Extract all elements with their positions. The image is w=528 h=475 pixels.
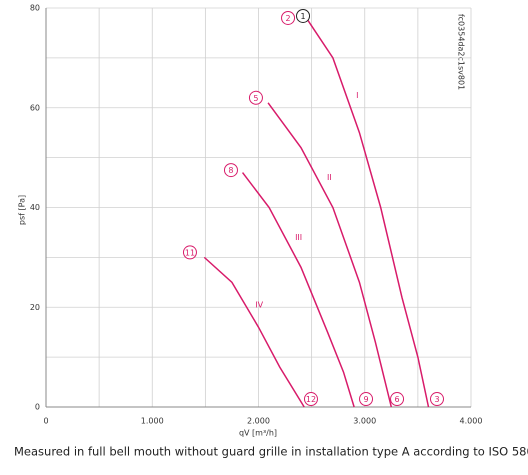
marker-circle — [296, 8, 311, 23]
x-tick-label: 4.000 — [460, 417, 483, 426]
curve-label: II — [327, 173, 332, 182]
marker-circle — [359, 392, 374, 407]
marker-label: 11 — [185, 248, 195, 257]
curve — [267, 102, 393, 408]
curve-label: I — [356, 91, 358, 100]
caption: Measured in full bell mouth without guar… — [14, 445, 528, 459]
marker-label: 6 — [395, 395, 400, 404]
x-axis-label: qV [m³/h] — [239, 429, 277, 438]
marker-circle — [303, 392, 318, 407]
marker-circle — [430, 392, 444, 407]
x-tick-label: 1.000 — [141, 417, 164, 426]
x-tick-label: 3.000 — [353, 417, 376, 426]
y-tick-label: 80 — [30, 4, 40, 13]
marker-label: 9 — [363, 395, 368, 404]
curve — [241, 172, 355, 408]
curve-label: IV — [255, 300, 263, 309]
curve — [203, 256, 305, 408]
curve — [305, 17, 430, 408]
marker-circle — [223, 163, 238, 178]
x-tick-label: 0 — [43, 417, 48, 426]
marker-label: 8 — [228, 166, 233, 175]
marker-label: 12 — [306, 395, 316, 404]
y-tick-label: 40 — [30, 203, 40, 212]
x-tick-label: 2.000 — [247, 417, 270, 426]
marker-circle — [182, 245, 197, 260]
marker-circle — [281, 10, 296, 25]
marker-circle — [248, 90, 263, 105]
side-code: fc0354da2c1sv801 — [457, 14, 466, 90]
marker-label: 3 — [434, 395, 439, 404]
curve-label: III — [295, 233, 302, 242]
marker-label: 2 — [285, 14, 290, 23]
marker-circle — [390, 392, 405, 407]
y-axis-label: psf [Pa] — [18, 195, 27, 225]
y-tick-label: 20 — [30, 303, 40, 312]
y-tick-label: 60 — [30, 103, 40, 112]
marker-label: 5 — [253, 94, 258, 103]
marker-label: 1 — [300, 12, 305, 21]
y-tick-label: 0 — [35, 403, 40, 412]
